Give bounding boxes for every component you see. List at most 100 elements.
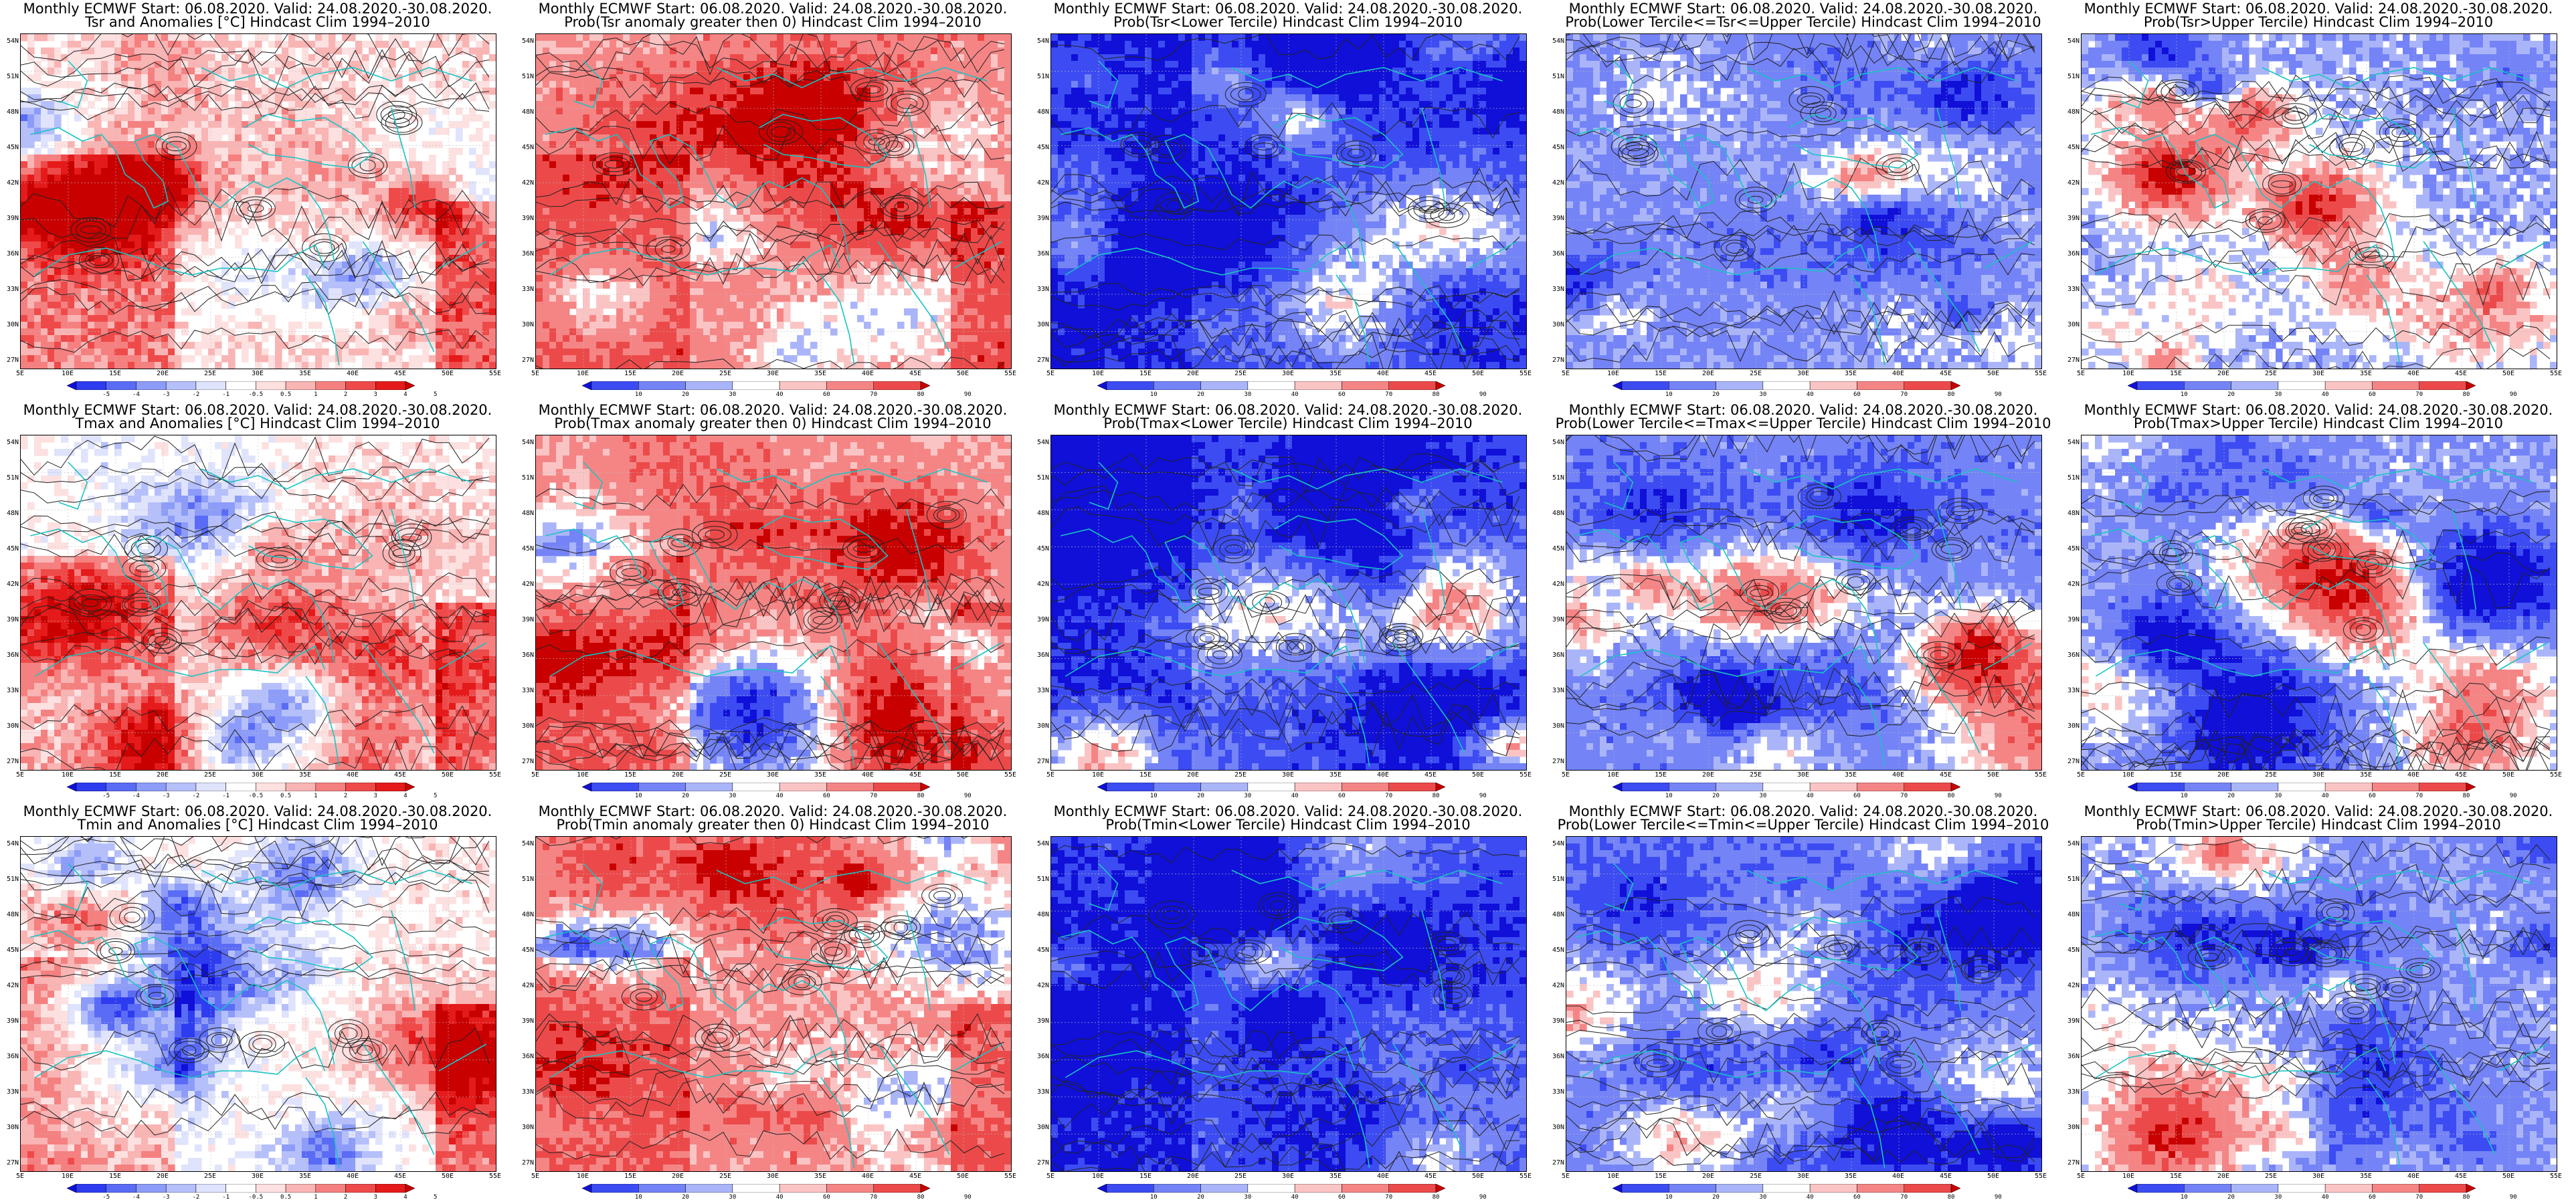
longitude-tick-label: 55E: [482, 771, 509, 779]
longitude-tick-label: 25E: [2258, 370, 2284, 377]
latitude-tick-label: 36N: [1030, 651, 1049, 659]
longitude-tick-label: 35E: [1322, 1173, 1349, 1180]
longitude-tick-label: 5E: [1037, 771, 1064, 779]
longitude-tick-label: 5E: [1552, 1173, 1579, 1180]
panel-title: Prob(Tsr>Upper Tercile) Hindcast Clim 19…: [2061, 15, 2576, 29]
coastlines: [1061, 863, 1517, 1169]
longitude-tick-label: 35E: [2353, 1173, 2379, 1180]
forecast-panel: Monthly ECMWF Start: 06.08.2020. Valid: …: [1030, 803, 1546, 1204]
climatology-contours: [2082, 74, 2551, 369]
latitude-tick-label: 51N: [2061, 73, 2080, 80]
coastlines: [1576, 60, 2033, 366]
longitude-tick-label: 30E: [759, 1173, 786, 1180]
climatology-contours: [21, 34, 490, 353]
graticule: [1051, 34, 1526, 369]
latitude-tick-label: 39N: [515, 1017, 534, 1025]
climatology-contours: [1051, 453, 1520, 757]
colorbar-tick-label: 70: [2407, 391, 2431, 398]
panel-title: Tmax and Anomalies [°C] Hindcast Clim 19…: [0, 416, 515, 431]
longitude-tick-label: 45E: [1932, 771, 1959, 779]
longitude-tick-label: 35E: [1837, 370, 1864, 377]
longitude-tick-label: 45E: [2448, 1173, 2474, 1180]
panel-title: Prob(Tmax>Upper Tercile) Hindcast Clim 1…: [2061, 416, 2576, 431]
colorbar-tick-label: 2: [334, 1194, 358, 1201]
latitude-tick-label: 33N: [515, 286, 534, 293]
longitude-tick-label: 40E: [2400, 771, 2427, 779]
latitude-tick-label: 54N: [0, 840, 19, 847]
latitude-tick-label: 45N: [515, 144, 534, 151]
forecast-panel: Monthly ECMWF Start: 06.08.2020. Valid: …: [1546, 0, 2061, 401]
forecast-map: [1566, 33, 2042, 369]
latitude-tick-label: 51N: [0, 876, 19, 883]
latitude-tick-label: 36N: [515, 250, 534, 258]
latitude-tick-label: 48N: [2061, 108, 2080, 116]
longitude-tick-label: 30E: [2305, 771, 2332, 779]
coastlines: [30, 60, 487, 366]
latitude-tick-label: 54N: [1546, 840, 1564, 847]
longitude-tick-label: 55E: [482, 370, 509, 377]
longitude-tick-label: 40E: [1370, 771, 1396, 779]
latitude-tick-label: 45N: [515, 545, 534, 553]
colorbar-tick-label: 80: [2454, 1194, 2478, 1201]
longitude-tick-label: 55E: [2027, 370, 2054, 377]
colorbar-tick-label: 2: [334, 391, 358, 398]
latitude-tick-label: 36N: [1030, 250, 1049, 258]
longitude-tick-label: 15E: [102, 370, 128, 377]
colorbar-tick-label: 40: [767, 793, 792, 799]
longitude-tick-label: 10E: [1085, 771, 1111, 779]
colorbar-tick-label: 10: [2172, 793, 2196, 799]
longitude-tick-label: 35E: [2353, 370, 2379, 377]
longitude-tick-label: 15E: [1132, 1173, 1159, 1180]
colorbar-tick-label: 80: [1424, 391, 1448, 398]
colorbar-tick-label: 60: [1845, 793, 1869, 799]
colorbar-tick-label: -2: [184, 391, 208, 398]
latitude-tick-label: 33N: [2061, 1088, 2080, 1096]
longitude-tick-label: 15E: [1647, 1173, 1674, 1180]
longitude-tick-label: 45E: [1417, 370, 1444, 377]
latitude-tick-label: 27N: [1546, 1159, 1564, 1167]
colorbar-tick-label: 20: [1704, 391, 1728, 398]
forecast-map: [2081, 33, 2557, 369]
longitude-tick-label: 25E: [712, 1173, 739, 1180]
latitude-tick-label: 51N: [515, 474, 534, 482]
colorbar-tick-label: 60: [2360, 391, 2384, 398]
graticule: [536, 435, 1011, 770]
latitude-tick-label: 33N: [0, 1088, 19, 1096]
forecast-panel: Monthly ECMWF Start: 06.08.2020. Valid: …: [1030, 0, 1546, 401]
latitude-tick-label: 33N: [2061, 286, 2080, 293]
longitude-tick-label: 30E: [759, 771, 786, 779]
longitude-tick-label: 35E: [292, 771, 318, 779]
latitude-tick-label: 39N: [1546, 1017, 1564, 1025]
longitude-tick-label: 5E: [7, 771, 33, 779]
colorbar-tick-label: 4: [393, 1194, 418, 1201]
latitude-tick-label: 54N: [515, 37, 534, 45]
longitude-tick-label: 40E: [1885, 1173, 1912, 1180]
climatology-contours: [1051, 843, 1520, 1171]
latitude-tick-label: 42N: [2061, 179, 2080, 187]
longitude-tick-label: 5E: [2067, 370, 2094, 377]
panel-title: Prob(Tmax anomaly greater then 0) Hindca…: [515, 416, 1030, 431]
forecast-panel: Monthly ECMWF Start: 06.08.2020. Valid: …: [515, 803, 1030, 1204]
colorbar-tick-label: 1: [304, 391, 328, 398]
latitude-tick-label: 54N: [0, 37, 19, 45]
longitude-tick-label: 5E: [1037, 1173, 1064, 1180]
colorbar-tick-label: 60: [1329, 1194, 1354, 1201]
latitude-tick-label: 48N: [2061, 911, 2080, 918]
longitude-tick-label: 55E: [2543, 771, 2569, 779]
colorbar-tick-label: 3: [363, 1194, 387, 1201]
panel-header: Monthly ECMWF Start: 06.08.2020. Valid: …: [0, 804, 515, 819]
longitude-tick-label: 10E: [54, 1173, 81, 1180]
colorbar-tick-label: 2: [334, 793, 358, 799]
longitude-tick-label: 55E: [997, 1173, 1024, 1180]
longitude-tick-label: 25E: [1227, 1173, 1254, 1180]
panel-title: Tsr and Anomalies [°C] Hindcast Clim 199…: [0, 15, 515, 29]
latitude-tick-label: 51N: [2061, 474, 2080, 482]
longitude-tick-label: 20E: [1180, 771, 1206, 779]
colorbar-tick-label: 40: [1798, 793, 1822, 799]
longitude-tick-label: 5E: [522, 1173, 549, 1180]
longitude-tick-label: 10E: [54, 771, 81, 779]
map-shading: [1051, 435, 1526, 770]
colorbar-tick-label: -5: [94, 793, 118, 799]
colorbar-tick-label: 60: [2360, 793, 2384, 799]
longitude-tick-label: 25E: [1742, 370, 1769, 377]
